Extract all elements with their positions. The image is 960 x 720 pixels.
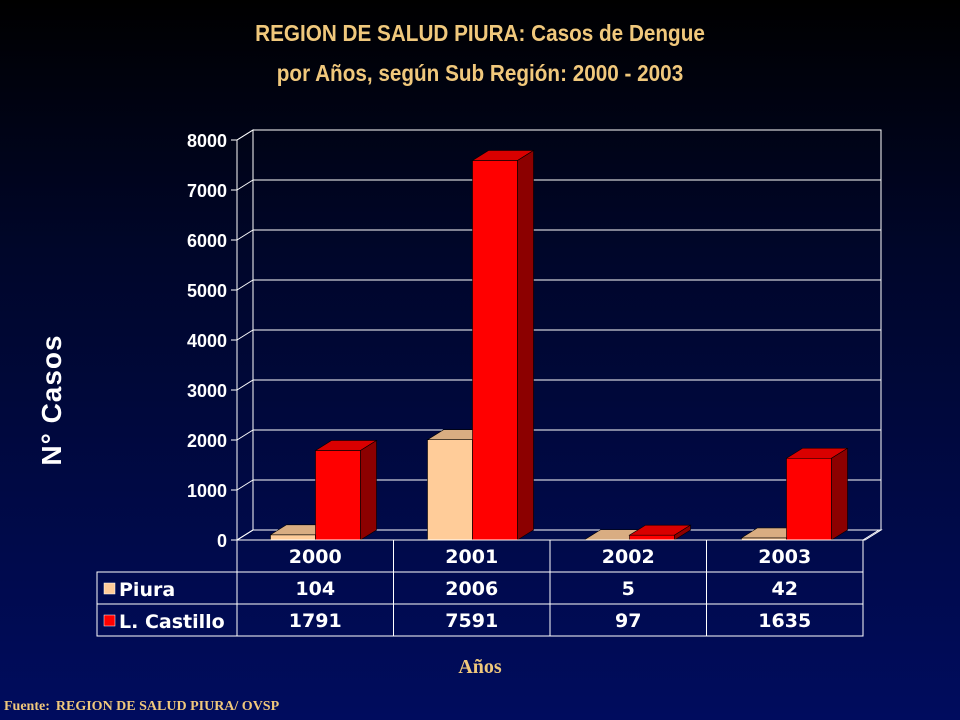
- data-value-0-2003: 42: [772, 578, 798, 600]
- bar-side-2001-1: [517, 149, 534, 541]
- y-tick-label: 2000: [187, 431, 227, 451]
- bar-side-2002-1: [674, 524, 691, 541]
- data-table-header-2002: 2002: [602, 546, 655, 568]
- data-value-1-2001: 7591: [445, 610, 498, 632]
- chart-title-line2: por Años, según Sub Región: 2000 - 2003: [276, 60, 684, 86]
- bar-l-castillo-2000: [315, 450, 361, 541]
- y-tick-label: 6000: [187, 231, 227, 251]
- data-value-1-2003: 1635: [758, 610, 811, 632]
- bar-piura-2001: [427, 439, 473, 541]
- y-tick-label: 7000: [187, 181, 227, 201]
- gridline-side: [236, 129, 254, 141]
- y-tick-label: 5000: [187, 281, 227, 301]
- legend-label-0: Piura: [119, 579, 175, 601]
- y-tick-label: 4000: [187, 331, 227, 351]
- gridline-side: [236, 429, 254, 441]
- gridline-side: [236, 529, 254, 541]
- data-table-header-2003: 2003: [758, 546, 811, 568]
- chart-title-line1: REGION DE SALUD PIURA: Casos de Dengue: [255, 20, 705, 46]
- source-label: Fuente:: [4, 699, 50, 714]
- source-note: Fuente: REGION DE SALUD PIURA/ OVSP: [4, 699, 285, 715]
- data-table-depth-line: [862, 529, 880, 541]
- bar-side-2003-1: [831, 447, 848, 541]
- bar-side-2000-1: [360, 439, 377, 541]
- data-table-header-2000: 2000: [289, 546, 342, 568]
- gridline-side: [236, 279, 254, 291]
- source-text: REGION DE SALUD PIURA/ OVSP: [55, 699, 280, 714]
- bar-l-castillo-2001: [472, 160, 518, 541]
- gridline-side: [236, 329, 254, 341]
- gridline-side: [236, 479, 254, 491]
- data-value-1-2002: 97: [615, 610, 641, 632]
- x-axis-label: Años: [458, 656, 502, 678]
- gridline-side: [236, 379, 254, 391]
- data-table-header-2001: 2001: [445, 546, 498, 568]
- bar-l-castillo-2003: [786, 457, 832, 541]
- y-tick-label: 3000: [187, 381, 227, 401]
- data-value-0-2001: 2006: [445, 578, 498, 600]
- legend-swatch-0: [103, 582, 116, 595]
- bar-piura-2000: [270, 534, 316, 541]
- data-value-0-2002: 5: [622, 578, 635, 600]
- legend-label-1: L. Castillo: [119, 611, 225, 633]
- y-tick-label: 1000: [187, 481, 227, 501]
- gridline-side: [236, 179, 254, 191]
- gridline-side: [236, 229, 254, 241]
- legend-swatch-1: [103, 614, 116, 627]
- data-value-1-2000: 1791: [289, 610, 342, 632]
- y-tick-label: 8000: [187, 131, 227, 151]
- bar-l-castillo-2002: [629, 534, 675, 541]
- y-tick-label: 0: [217, 531, 227, 551]
- data-value-0-2000: 104: [295, 578, 335, 600]
